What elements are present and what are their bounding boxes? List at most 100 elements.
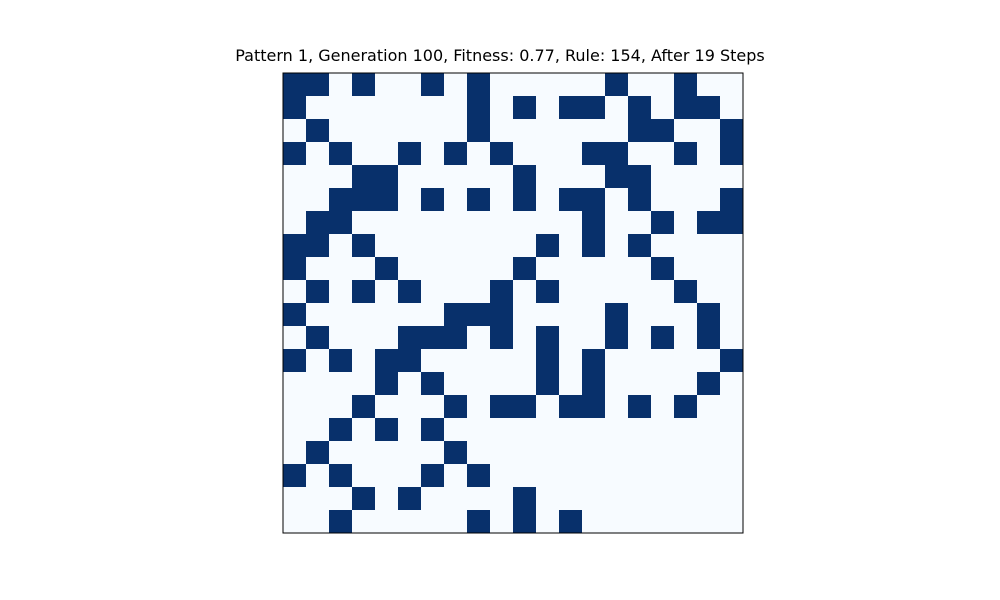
heatmap-cell-r15-c15 (628, 418, 652, 442)
heatmap-cell-r1-c13 (582, 96, 606, 120)
heatmap-cell-r8-c0 (283, 257, 307, 281)
heatmap-cell-r9-c13 (582, 280, 606, 304)
heatmap-cell-r8-c6 (421, 257, 445, 281)
heatmap-cell-r1-c9 (490, 96, 514, 120)
heatmap-cell-r4-c10 (513, 165, 537, 189)
heatmap-cell-r19-c5 (398, 510, 422, 534)
heatmap-cell-r7-c1 (306, 234, 330, 258)
heatmap-cell-r14-c2 (329, 395, 353, 419)
heatmap-cell-r4-c1 (306, 165, 330, 189)
heatmap-cell-r16-c10 (513, 441, 537, 465)
heatmap-cell-r9-c6 (421, 280, 445, 304)
heatmap-cell-r4-c18 (697, 165, 721, 189)
heatmap-cell-r17-c19 (720, 464, 744, 488)
heatmap-cells (283, 73, 744, 534)
heatmap-cell-r19-c12 (559, 510, 583, 534)
heatmap-cell-r6-c2 (329, 211, 353, 235)
heatmap-cell-r8-c2 (329, 257, 353, 281)
heatmap-cell-r16-c17 (674, 441, 698, 465)
heatmap-cell-r3-c0 (283, 142, 307, 166)
heatmap-cell-r0-c1 (306, 73, 330, 97)
heatmap-cell-r13-c12 (559, 372, 583, 396)
heatmap-cell-r6-c14 (605, 211, 629, 235)
heatmap-cell-r14-c4 (375, 395, 399, 419)
heatmap-cell-r1-c16 (651, 96, 675, 120)
heatmap-cell-r5-c2 (329, 188, 353, 212)
heatmap-cell-r1-c7 (444, 96, 468, 120)
heatmap-cell-r16-c7 (444, 441, 468, 465)
heatmap-cell-r13-c6 (421, 372, 445, 396)
heatmap-cell-r1-c14 (605, 96, 629, 120)
heatmap-cell-r1-c19 (720, 96, 744, 120)
heatmap-cell-r4-c9 (490, 165, 514, 189)
heatmap-cell-r8-c16 (651, 257, 675, 281)
heatmap-cell-r7-c15 (628, 234, 652, 258)
heatmap-cell-r15-c0 (283, 418, 307, 442)
heatmap-cell-r12-c9 (490, 349, 514, 373)
heatmap-cell-r2-c2 (329, 119, 353, 143)
heatmap-cell-r15-c3 (352, 418, 376, 442)
plot-frame (282, 72, 744, 534)
heatmap-cell-r15-c13 (582, 418, 606, 442)
heatmap-cell-r15-c11 (536, 418, 560, 442)
heatmap-cell-r16-c19 (720, 441, 744, 465)
heatmap-cell-r6-c12 (559, 211, 583, 235)
heatmap-cell-r18-c0 (283, 487, 307, 511)
heatmap-cell-r16-c18 (697, 441, 721, 465)
heatmap-cell-r11-c18 (697, 326, 721, 350)
heatmap-cell-r0-c2 (329, 73, 353, 97)
heatmap-cell-r14-c16 (651, 395, 675, 419)
heatmap-cell-r18-c7 (444, 487, 468, 511)
heatmap-cell-r0-c17 (674, 73, 698, 97)
heatmap-cell-r3-c4 (375, 142, 399, 166)
heatmap-cell-r4-c11 (536, 165, 560, 189)
heatmap-cell-r2-c18 (697, 119, 721, 143)
heatmap-cell-r5-c0 (283, 188, 307, 212)
heatmap-cell-r13-c0 (283, 372, 307, 396)
heatmap-cell-r16-c5 (398, 441, 422, 465)
heatmap-cell-r13-c14 (605, 372, 629, 396)
heatmap-cell-r7-c16 (651, 234, 675, 258)
heatmap-cell-r16-c16 (651, 441, 675, 465)
heatmap-cell-r1-c5 (398, 96, 422, 120)
heatmap-cell-r12-c18 (697, 349, 721, 373)
heatmap-cell-r9-c11 (536, 280, 560, 304)
heatmap-cell-r18-c2 (329, 487, 353, 511)
heatmap-cell-r2-c16 (651, 119, 675, 143)
heatmap-cell-r19-c17 (674, 510, 698, 534)
heatmap-cell-r14-c0 (283, 395, 307, 419)
heatmap-cell-r15-c18 (697, 418, 721, 442)
heatmap-cell-r14-c6 (421, 395, 445, 419)
heatmap-cell-r13-c2 (329, 372, 353, 396)
heatmap-cell-r16-c12 (559, 441, 583, 465)
heatmap-cell-r5-c9 (490, 188, 514, 212)
heatmap-cell-r13-c16 (651, 372, 675, 396)
heatmap-cell-r8-c13 (582, 257, 606, 281)
heatmap-cell-r0-c5 (398, 73, 422, 97)
heatmap-cell-r15-c4 (375, 418, 399, 442)
heatmap-cell-r15-c1 (306, 418, 330, 442)
heatmap-cell-r13-c19 (720, 372, 744, 396)
heatmap-cell-r12-c7 (444, 349, 468, 373)
heatmap-cell-r5-c1 (306, 188, 330, 212)
heatmap-cell-r0-c19 (720, 73, 744, 97)
heatmap-cell-r14-c12 (559, 395, 583, 419)
heatmap-cell-r19-c4 (375, 510, 399, 534)
heatmap-cell-r1-c11 (536, 96, 560, 120)
heatmap-cell-r2-c8 (467, 119, 491, 143)
heatmap-cell-r17-c13 (582, 464, 606, 488)
heatmap-cell-r17-c9 (490, 464, 514, 488)
heatmap-cell-r11-c8 (467, 326, 491, 350)
heatmap-cell-r6-c11 (536, 211, 560, 235)
heatmap-cell-r4-c0 (283, 165, 307, 189)
heatmap-cell-r5-c18 (697, 188, 721, 212)
heatmap-cell-r12-c2 (329, 349, 353, 373)
heatmap-cell-r17-c14 (605, 464, 629, 488)
heatmap-cell-r7-c11 (536, 234, 560, 258)
heatmap-cell-r0-c0 (283, 73, 307, 97)
heatmap-cell-r8-c3 (352, 257, 376, 281)
heatmap-cell-r13-c5 (398, 372, 422, 396)
heatmap-cell-r12-c3 (352, 349, 376, 373)
heatmap-cell-r4-c2 (329, 165, 353, 189)
heatmap-cell-r6-c15 (628, 211, 652, 235)
